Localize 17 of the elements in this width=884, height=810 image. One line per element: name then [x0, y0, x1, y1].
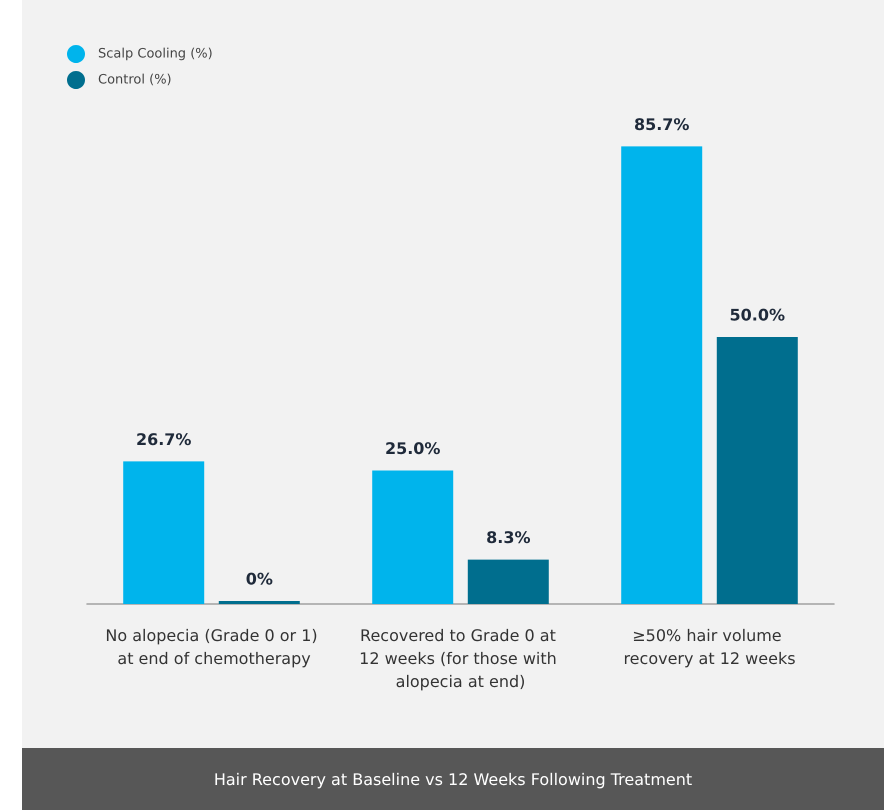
bar	[468, 560, 549, 604]
x-tick-label: Recovered to Grade 0 at 12 weeks (for those with alopecia at end)	[359, 626, 562, 691]
bar	[123, 461, 204, 604]
data-label: 25.0%	[384, 439, 440, 458]
legend-label: Scalp Cooling (%)	[98, 46, 213, 62]
text: Hair Recovery at Baseline vs 12 Weeks Following Treatment	[22, 748, 884, 810]
x-tick-label: No alopecia (Grade 0 or 1) at end of chemotherapy	[105, 626, 318, 668]
data-label: 85.7%	[634, 114, 690, 134]
legend-label: Control (%)	[98, 72, 172, 88]
data-label: 8.3%	[486, 528, 530, 548]
bar	[621, 146, 702, 604]
bar	[716, 337, 798, 604]
data-label: 26.7%	[136, 430, 192, 449]
data-label: 0%	[246, 570, 273, 588]
bar	[372, 470, 454, 604]
data-label: 50.0%	[730, 306, 786, 324]
x-tick-label: ≥50% hair volume recovery at 12 weeks	[623, 626, 796, 668]
